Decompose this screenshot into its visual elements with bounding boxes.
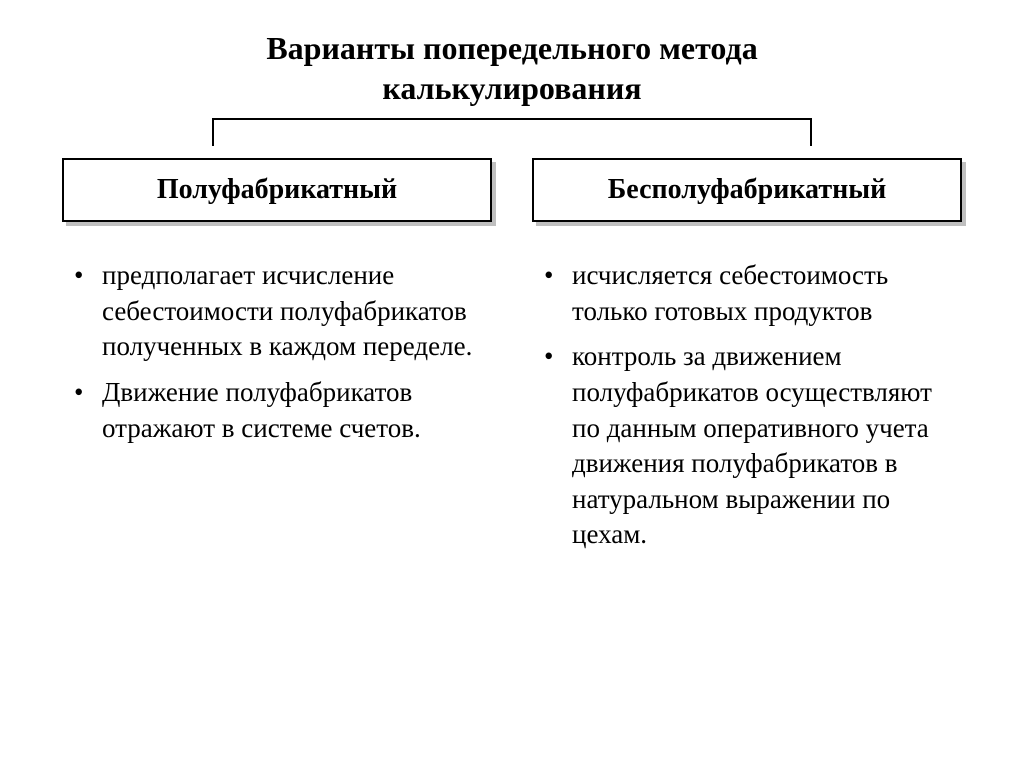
page-title: Варианты попередельного метода калькулир…: [112, 28, 912, 108]
list-item: Движение полуфабрикатов отражают в систе…: [68, 375, 492, 446]
right-heading: Бесполуфабрикатный: [608, 174, 886, 205]
left-column: Полуфабрикатный предполагает исчисление …: [62, 158, 492, 563]
connector-right-drop: [810, 118, 812, 146]
list-item: исчисляется себестоимость только готовых…: [538, 258, 962, 329]
list-item: контроль за движением полуфабрикатов осу…: [538, 339, 962, 553]
left-bullet-list: предполагает исчисление себестоимости по…: [62, 258, 492, 456]
bullet-text: контроль за движением полуфабрикатов осу…: [572, 341, 932, 549]
bullet-text: Движение полуфабрикатов отражают в систе…: [102, 377, 421, 443]
connector-left-drop: [212, 118, 214, 146]
left-heading: Полуфабрикатный: [157, 174, 397, 205]
title-line-1: Варианты попередельного метода: [266, 30, 757, 66]
title-line-2: калькулирования: [382, 70, 641, 106]
tree-connector: [122, 118, 902, 158]
columns-container: Полуфабрикатный предполагает исчисление …: [62, 158, 962, 563]
bullet-text: исчисляется себестоимость только готовых…: [572, 260, 888, 326]
left-heading-box: Полуфабрикатный: [62, 158, 492, 222]
connector-horizontal: [212, 118, 812, 120]
right-column: Бесполуфабрикатный исчисляется себестоим…: [532, 158, 962, 563]
right-heading-box: Бесполуфабрикатный: [532, 158, 962, 222]
slide-root: Варианты попередельного метода калькулир…: [0, 0, 1024, 767]
list-item: предполагает исчисление себестоимости по…: [68, 258, 492, 365]
right-bullet-list: исчисляется себестоимость только готовых…: [532, 258, 962, 563]
bullet-text: предполагает исчисление себестоимости по…: [102, 260, 472, 361]
